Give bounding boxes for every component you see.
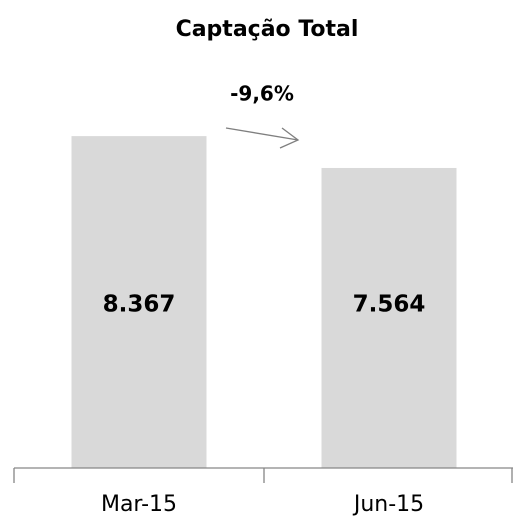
bar	[321, 167, 457, 468]
bar	[71, 136, 207, 468]
x-tick-label: Mar-15	[101, 492, 177, 517]
annotation: -9,6%	[230, 82, 294, 106]
x-tick-label: Jun-15	[352, 492, 424, 517]
value-label: 7.564	[353, 292, 426, 318]
x-axis	[13, 467, 513, 483]
arrow	[225, 127, 300, 149]
value-label: 8.367	[103, 292, 176, 318]
chart-title: Captação Total	[176, 17, 359, 42]
